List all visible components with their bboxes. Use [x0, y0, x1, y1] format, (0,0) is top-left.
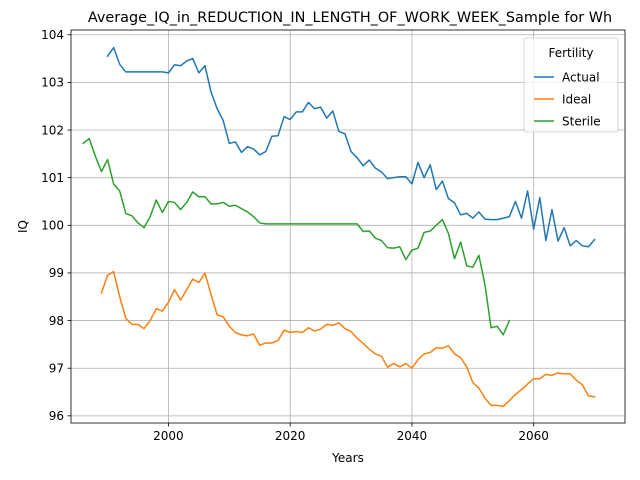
legend: Fertility Actual Ideal Sterile	[524, 38, 618, 132]
y-tick-label: 96	[49, 409, 64, 423]
x-tick-label: 2040	[397, 429, 428, 443]
y-tick-label: 99	[49, 266, 64, 280]
y-tick-label: 103	[41, 76, 64, 90]
chart-title: Average_IQ_in_REDUCTION_IN_LENGTH_OF_WOR…	[88, 10, 612, 26]
y-tick-label: 101	[41, 171, 64, 185]
y-axis-label: IQ	[16, 220, 30, 233]
y-tick-label: 98	[49, 314, 64, 328]
legend-label-sterile: Sterile	[562, 114, 601, 128]
y-tick-label: 97	[49, 362, 64, 376]
x-axis-label: Years	[331, 451, 364, 465]
x-tick-label: 2000	[153, 429, 184, 443]
legend-label-ideal: Ideal	[562, 92, 591, 106]
y-tick-label: 104	[41, 28, 64, 42]
y-tick-label: 100	[41, 219, 64, 233]
legend-label-actual: Actual	[562, 70, 600, 84]
x-tick-label: 2020	[275, 429, 306, 443]
x-tick-label: 2060	[518, 429, 549, 443]
legend-title: Fertility	[548, 46, 593, 60]
y-tick-label: 102	[41, 123, 64, 137]
